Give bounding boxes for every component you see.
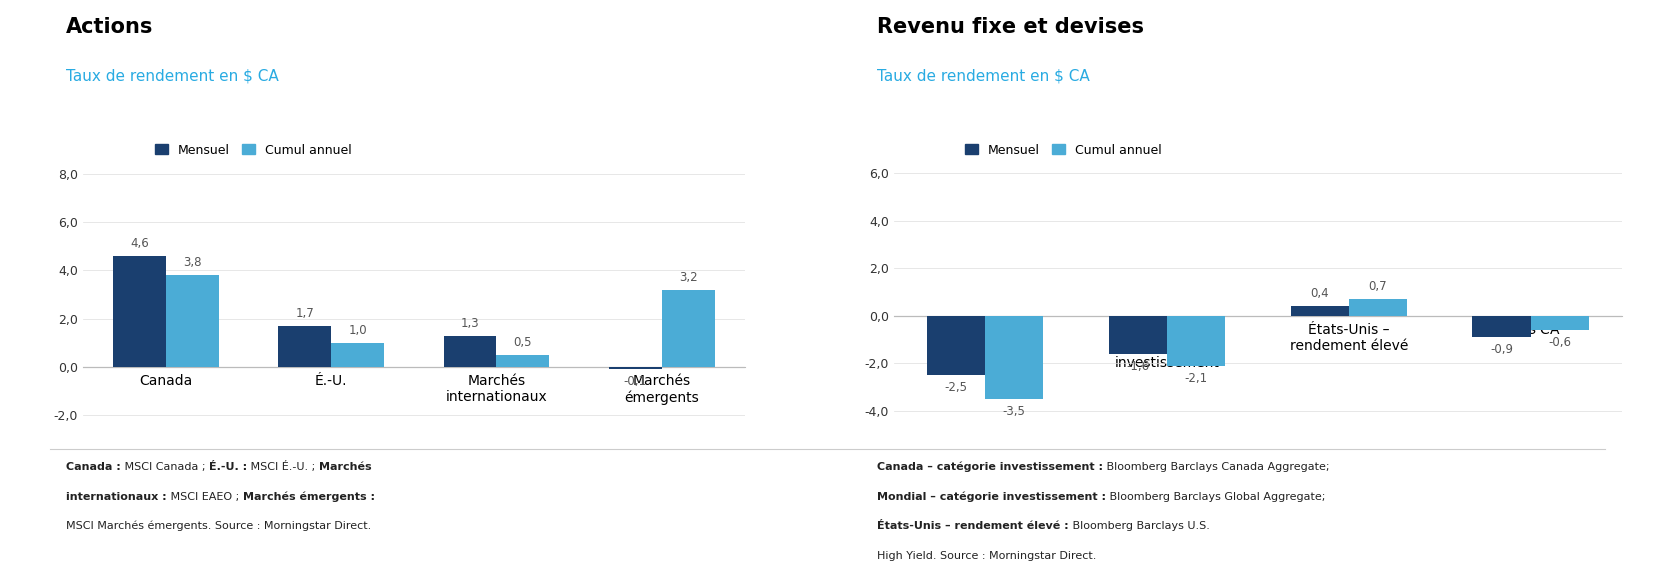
Bar: [331, 343, 384, 367]
Text: États-Unis – rendement élevé :: États-Unis – rendement élevé :: [877, 522, 1069, 531]
Text: -0,1: -0,1: [624, 375, 647, 388]
Text: Canada :: Canada :: [66, 462, 121, 472]
Text: Marchés émergents :: Marchés émergents :: [243, 491, 374, 502]
Bar: [1473, 316, 1531, 337]
Bar: [1349, 299, 1407, 316]
Bar: [609, 367, 662, 370]
Legend: Mensuel, Cumul annuel: Mensuel, Cumul annuel: [965, 144, 1162, 157]
Legend: Mensuel, Cumul annuel: Mensuel, Cumul annuel: [156, 144, 351, 157]
Text: 3,2: 3,2: [679, 271, 697, 284]
Text: -0,6: -0,6: [1547, 336, 1571, 349]
Text: -2,5: -2,5: [945, 381, 968, 394]
Bar: [1531, 316, 1589, 330]
Bar: [444, 336, 496, 367]
Text: 1,3: 1,3: [460, 317, 480, 329]
Bar: [985, 316, 1043, 399]
Bar: [1109, 316, 1167, 354]
Text: Marchés: Marchés: [319, 462, 371, 472]
Text: 0,7: 0,7: [1369, 280, 1387, 293]
Bar: [1291, 306, 1349, 316]
Text: MSCI EAEO ;: MSCI EAEO ;: [167, 492, 243, 502]
Text: Bloomberg Barclays U.S.: Bloomberg Barclays U.S.: [1069, 522, 1210, 531]
Text: Bloomberg Barclays Global Aggregate;: Bloomberg Barclays Global Aggregate;: [1106, 492, 1326, 502]
Text: Mondial – catégorie investissement :: Mondial – catégorie investissement :: [877, 491, 1106, 502]
Text: MSCI É.-U. ;: MSCI É.-U. ;: [247, 461, 319, 472]
Text: High Yield. Source : Morningstar Direct.: High Yield. Source : Morningstar Direct.: [877, 551, 1097, 561]
Bar: [1167, 316, 1225, 366]
Text: internationaux :: internationaux :: [66, 492, 167, 502]
Text: Revenu fixe et devises: Revenu fixe et devises: [877, 17, 1144, 37]
Text: Actions: Actions: [66, 17, 154, 37]
Text: Taux de rendement en $ CA: Taux de rendement en $ CA: [877, 69, 1091, 84]
Bar: [496, 355, 549, 367]
Text: -2,1: -2,1: [1185, 372, 1208, 384]
Text: Bloomberg Barclays Canada Aggregate;: Bloomberg Barclays Canada Aggregate;: [1104, 462, 1329, 472]
Text: 1,0: 1,0: [348, 324, 367, 337]
Text: -1,6: -1,6: [1125, 360, 1149, 373]
Text: Canada – catégorie investissement :: Canada – catégorie investissement :: [877, 462, 1104, 472]
Text: 4,6: 4,6: [131, 237, 149, 250]
Bar: [927, 316, 985, 375]
Bar: [662, 289, 715, 367]
Text: 0,5: 0,5: [513, 336, 533, 349]
Bar: [166, 275, 218, 367]
Bar: [113, 256, 166, 367]
Text: 3,8: 3,8: [184, 256, 202, 269]
Text: MSCI Marchés émergents. Source : Morningstar Direct.: MSCI Marchés émergents. Source : Morning…: [66, 521, 371, 531]
Text: 1,7: 1,7: [295, 307, 314, 320]
Text: MSCI Canada ;: MSCI Canada ;: [121, 462, 209, 472]
Text: 0,4: 0,4: [1311, 287, 1329, 300]
Text: -3,5: -3,5: [1003, 405, 1026, 418]
Text: É.-U. :: É.-U. :: [209, 462, 247, 472]
Bar: [278, 326, 331, 367]
Text: -0,9: -0,9: [1490, 343, 1513, 356]
Text: Taux de rendement en $ CA: Taux de rendement en $ CA: [66, 69, 280, 84]
